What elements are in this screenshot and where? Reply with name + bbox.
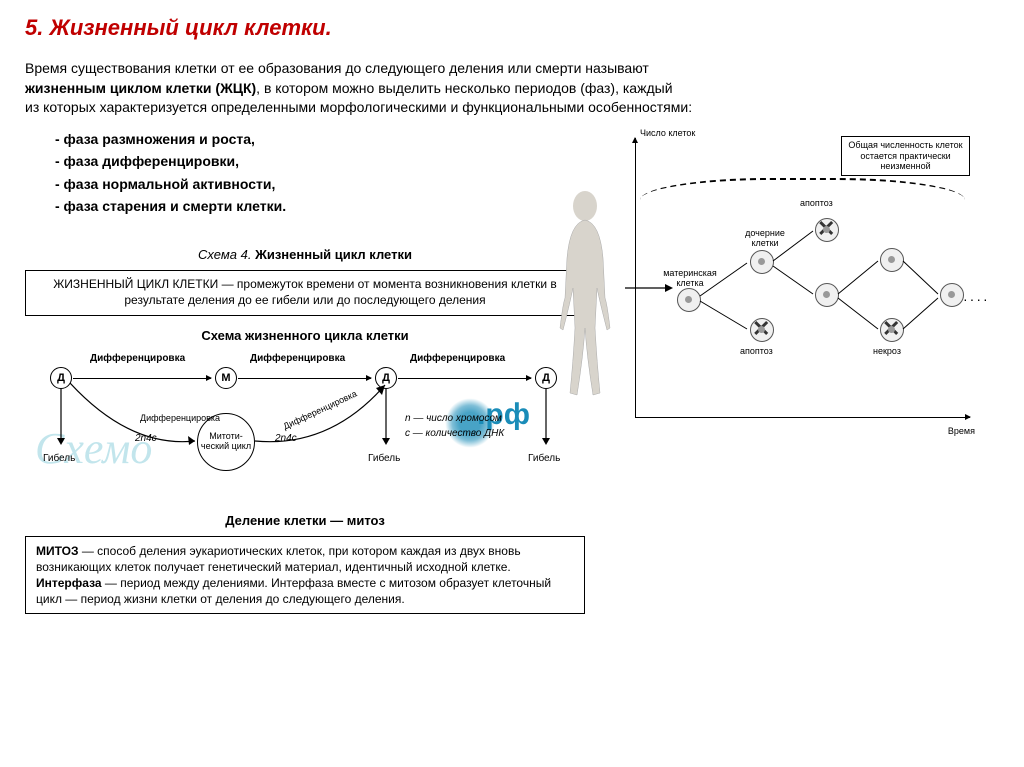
scheme4-caption: Схема 4. Жизненный цикл клетки	[25, 247, 585, 262]
mitosis-title-text: Деление клетки — митоз	[225, 513, 385, 528]
n-label: n — число хромосом	[405, 413, 502, 425]
intro-line3: из которых характеризуется определенными…	[25, 99, 692, 115]
d-node: Д	[50, 367, 72, 389]
intro-line1: Время существования клетки от ее образов…	[25, 60, 649, 76]
formula-label: 2n4c	[275, 433, 297, 444]
dashed-curve	[640, 178, 965, 200]
cell-count-graph: Число клеток Время Общая численность кле…	[605, 128, 975, 438]
cell-node	[750, 250, 774, 274]
daughter-label: дочерние клетки	[740, 228, 790, 248]
diff-label: Дифференцировка	[250, 353, 345, 364]
mitosis-def2-bold: Интерфаза	[36, 576, 102, 590]
diff-small-label: Дифференцировка	[140, 413, 220, 423]
flow-arrow	[398, 378, 531, 379]
c-label: c — количество ДНК	[405, 428, 504, 440]
intro-paragraph: Время существования клетки от ее образов…	[25, 59, 999, 118]
intro-line2: , в котором можно выделить несколько пер…	[256, 80, 672, 96]
mitosis-title: Деление клетки — митоз	[25, 513, 585, 528]
phases-list: - фаза размножения и роста, - фаза диффе…	[55, 128, 585, 218]
phase-item: - фаза дифференцировки,	[55, 150, 585, 172]
diff-label: Дифференцировка	[90, 353, 185, 364]
death-label: Гибель	[43, 453, 75, 464]
down-arrow-icon	[378, 389, 398, 449]
phase-item: - фаза размножения и роста,	[55, 128, 585, 150]
scheme-life-title: Схема жизненного цикла клетки	[25, 328, 585, 343]
y-axis-label: Число клеток	[640, 128, 695, 138]
necrosis-label: некроз	[873, 346, 901, 356]
cell-node-dead	[880, 318, 904, 342]
x-axis-label: Время	[948, 426, 975, 436]
x-axis	[635, 417, 970, 418]
mitosis-def2: — период между делениями. Интерфаза вмес…	[36, 576, 551, 606]
cell-node	[677, 288, 701, 312]
phase-item: - фаза старения и смерти клетки.	[55, 195, 585, 217]
y-axis	[635, 138, 636, 418]
scheme-life-title-text: Схема жизненного цикла клетки	[201, 328, 408, 343]
formula-label: 2n4c	[135, 433, 157, 444]
intro-bold: жизненным циклом клетки (ЖЦК)	[25, 80, 256, 96]
right-column: Число клеток Время Общая численность кле…	[605, 128, 999, 615]
human-figure-icon	[545, 188, 625, 398]
scheme4-title: Жизненный цикл клетки	[255, 247, 412, 262]
page-title: 5. Жизненный цикл клетки.	[25, 15, 999, 41]
graph-legend-box: Общая численность клеток остается практи…	[841, 136, 970, 176]
diff-label: Дифференцировка	[410, 353, 505, 364]
lifecycle-definition: ЖИЗНЕННЫЙ ЦИКЛ КЛЕТКИ — промежуток време…	[53, 277, 557, 307]
phase-item: - фаза нормальной активности,	[55, 173, 585, 195]
mitosis-def1: — способ деления эукариотических клеток,…	[36, 544, 521, 574]
mitosis-def1-bold: МИТОЗ	[36, 544, 79, 558]
apoptosis-label: апоптоз	[800, 198, 833, 208]
cell-node-dead	[815, 218, 839, 242]
cell-node	[880, 248, 904, 272]
cell-node	[815, 283, 839, 307]
cell-node-dead	[750, 318, 774, 342]
left-column: - фаза размножения и роста, - фаза диффе…	[25, 128, 585, 615]
maternal-label: материнская клетка	[660, 268, 720, 288]
content-row: - фаза размножения и роста, - фаза диффе…	[25, 128, 999, 615]
down-arrow-icon	[53, 389, 73, 449]
death-label: Гибель	[368, 453, 400, 464]
lifecycle-flow-diagram: Схемо .рф Дифференцировка Дифференцировк…	[25, 353, 585, 503]
mitosis-definition-box: МИТОЗ — способ деления эукариотических к…	[25, 536, 585, 615]
cell-node	[940, 283, 964, 307]
lifecycle-definition-box: ЖИЗНЕННЫЙ ЦИКЛ КЛЕТКИ — промежуток време…	[25, 270, 585, 315]
death-label: Гибель	[528, 453, 560, 464]
ellipsis-icon: ····	[963, 291, 990, 307]
flow-arrow	[238, 378, 371, 379]
flow-arrow	[73, 378, 211, 379]
scheme4-prefix: Схема 4.	[198, 247, 251, 262]
apoptosis-label: апоптоз	[740, 346, 773, 356]
